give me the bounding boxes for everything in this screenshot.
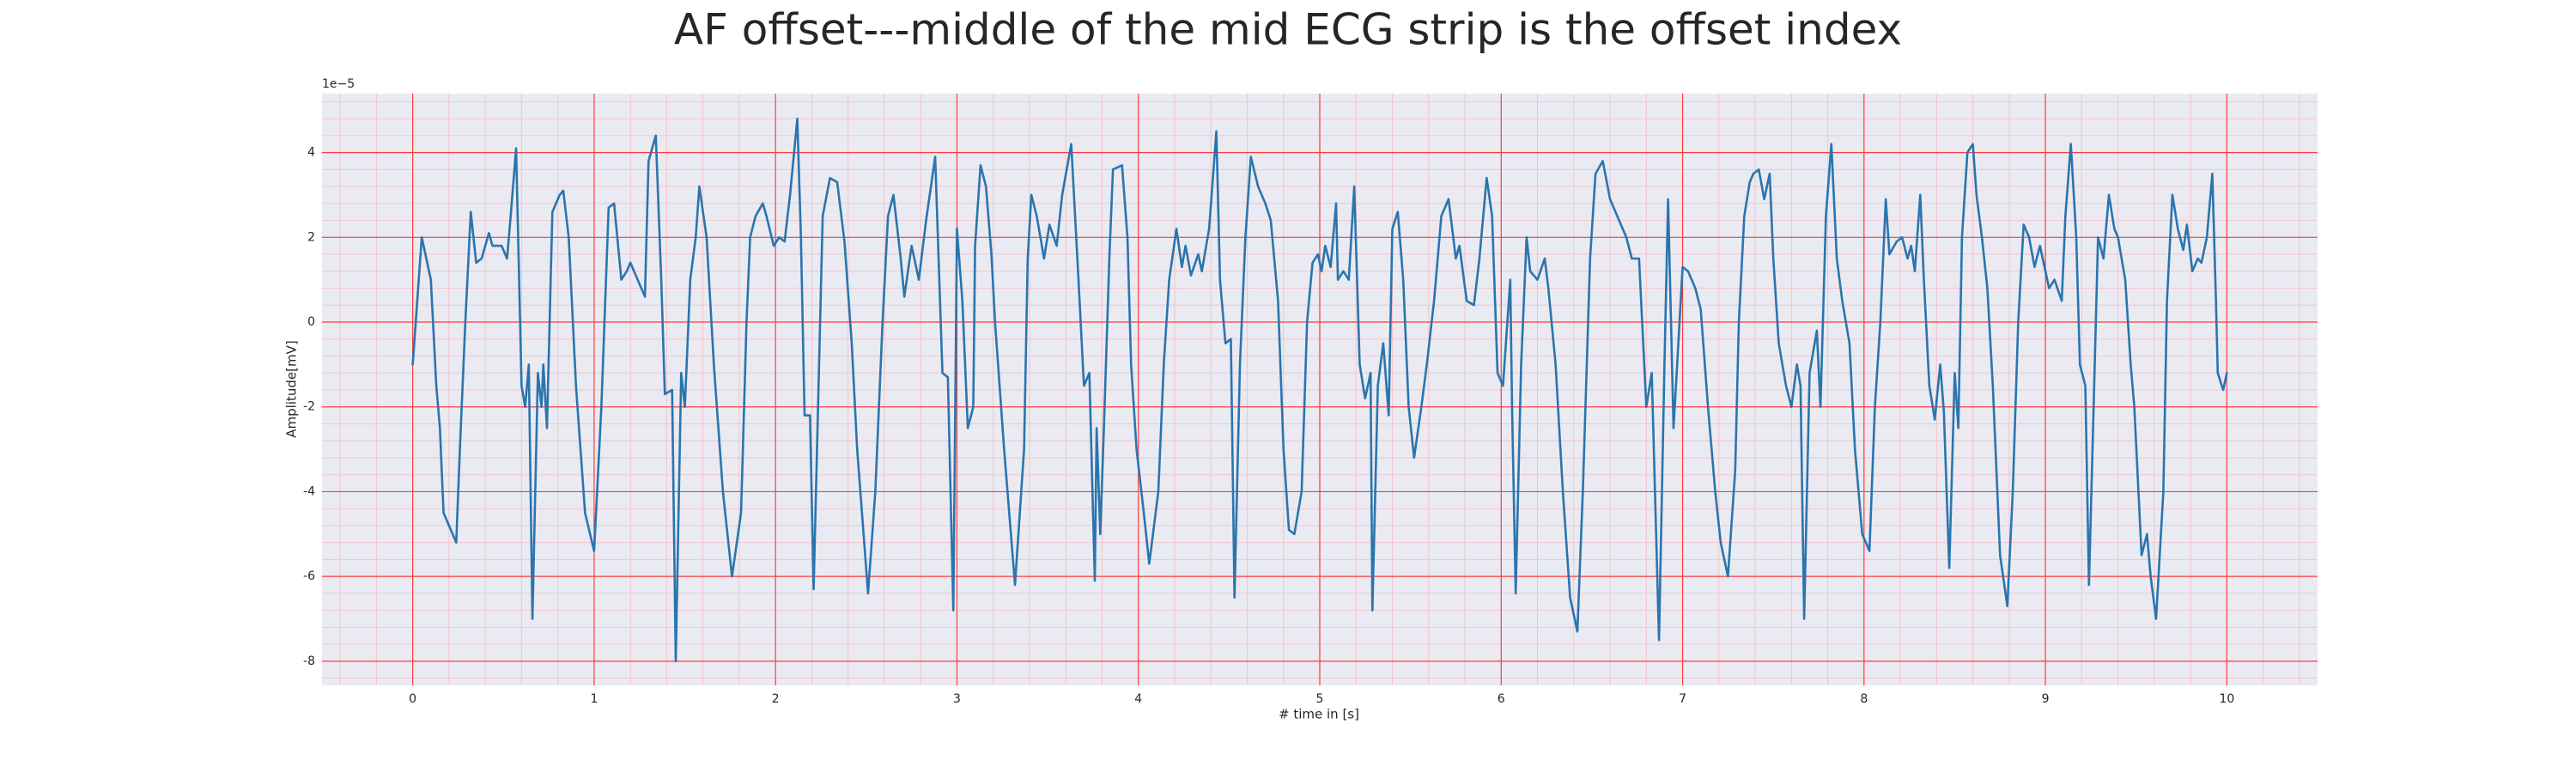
y-tick-label: 2 [307, 230, 315, 244]
y-axis-label: Amplitude[mV] [284, 340, 300, 437]
grid [322, 94, 2318, 685]
y-tick-label: -2 [303, 400, 315, 414]
ecg-line [411, 117, 2228, 663]
x-tick-label: 3 [953, 692, 961, 706]
x-tick-label: 7 [1679, 692, 1686, 706]
x-tick-label: 1 [590, 692, 598, 706]
x-tick-label: 2 [772, 692, 780, 706]
x-axis-label: # time in [s] [1279, 707, 1359, 722]
chart-title: AF offset---middle of the mid ECG strip … [674, 5, 1902, 55]
y-tick-label: 0 [307, 315, 315, 329]
x-tick-label: 6 [1498, 692, 1505, 706]
x-tick-label: 0 [409, 692, 416, 706]
y-offset-text: 1e−5 [322, 77, 355, 91]
x-tick-label: 10 [2219, 692, 2234, 706]
y-tick-label: -4 [303, 484, 315, 498]
x-tick-label: 5 [1316, 692, 1324, 706]
x-tick-label: 9 [2042, 692, 2050, 706]
x-tick-label: 8 [1860, 692, 1868, 706]
x-tick-label: 4 [1134, 692, 1142, 706]
y-tick-label: -8 [303, 654, 315, 668]
y-tick-label: 4 [307, 146, 315, 160]
y-tick-label: -6 [303, 569, 315, 583]
